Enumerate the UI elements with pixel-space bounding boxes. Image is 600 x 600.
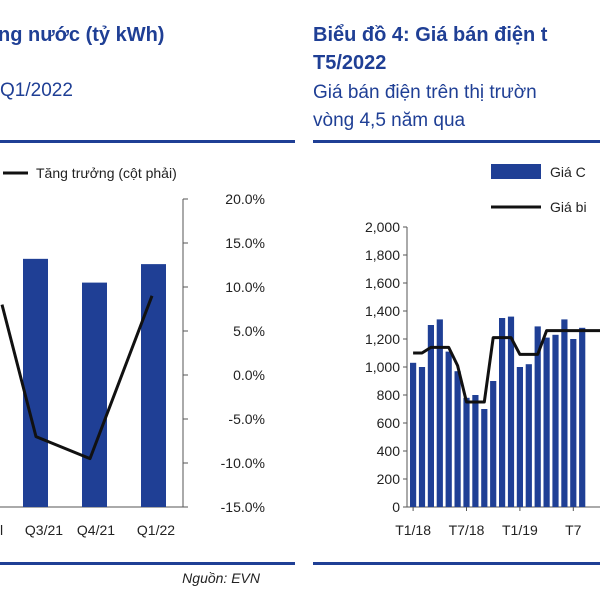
right-chart-subtitle-line2: vòng 4,5 năm qua <box>313 110 466 131</box>
y-tick-label: 1,400 <box>365 303 400 319</box>
bar <box>534 326 541 507</box>
right-chart-title-line2: T5/2022 <box>313 52 387 74</box>
left-chart-title: ng nước (tỷ kWh) <box>0 24 165 46</box>
bar <box>543 337 550 507</box>
x-tick-label: Q4/21 <box>77 522 115 538</box>
left-top-rule <box>0 140 295 143</box>
bar <box>141 264 166 507</box>
y-tick-label: 0 <box>392 499 400 515</box>
bar <box>516 367 523 507</box>
right-y-tick-label: 20.0% <box>225 191 265 207</box>
bar <box>490 381 497 507</box>
right-price-chart: Giá C Giá bi 2,000 1,800 1,600 1,400 1,200 1,00… <box>365 164 600 538</box>
legend-bar-swatch <box>491 164 541 179</box>
bar <box>499 318 506 507</box>
x-tick-label-partial: l <box>0 522 3 538</box>
legend-label: Giá bi <box>550 199 587 215</box>
right-y-tick-label: -10.0% <box>221 455 265 471</box>
legend-label: Giá C <box>550 164 586 180</box>
bar <box>507 316 515 507</box>
y-tick-label: 1,600 <box>365 275 400 291</box>
bar <box>463 397 470 507</box>
bar <box>23 258 48 507</box>
bar <box>410 362 417 507</box>
source-note: Nguồn: EVN <box>182 570 260 586</box>
y-tick-label: 1,200 <box>365 331 400 347</box>
bar <box>472 395 479 507</box>
bar <box>445 351 452 507</box>
right-y-tick-label: -5.0% <box>228 411 265 427</box>
y-tick-label: 400 <box>377 443 401 459</box>
growth-line <box>0 295 154 461</box>
y-tick-label: 2,000 <box>365 219 400 235</box>
bar <box>418 367 426 507</box>
bar <box>525 364 532 507</box>
right-top-rule <box>313 140 600 143</box>
left-bottom-rule <box>0 562 295 565</box>
x-tick-label: T1/18 <box>395 522 431 538</box>
left-growth-chart: Tăng trưởng (cột phải) 20.0% 15.0% 10.0% 5.0… <box>0 165 265 538</box>
bar <box>427 325 434 507</box>
right-y-tick-label: -15.0% <box>221 499 265 515</box>
right-chart-subtitle-line1: Giá bán điện trên thị trườn <box>313 82 537 103</box>
right-y-tick-label: 15.0% <box>225 235 265 251</box>
bar <box>82 282 107 507</box>
bar <box>561 319 568 507</box>
y-tick-label: 800 <box>377 387 401 403</box>
bar <box>552 334 559 507</box>
right-y-tick-label: 5.0% <box>233 323 265 339</box>
x-tick-label: T1/19 <box>502 522 538 538</box>
bar <box>481 409 488 507</box>
left-chart-subtitle: Q1/2022 <box>0 80 73 101</box>
x-tick-label: Q1/22 <box>137 522 175 538</box>
right-y-tick-label: 0.0% <box>233 367 265 383</box>
bar <box>436 319 443 507</box>
right-bottom-rule <box>313 562 600 565</box>
right-chart-title-line1: Biểu đồ 4: Giá bán điện t <box>313 24 548 46</box>
bar <box>454 371 461 507</box>
bar <box>579 327 586 507</box>
y-tick-label: 1,800 <box>365 247 400 263</box>
x-tick-label: Q3/21 <box>25 522 63 538</box>
bar <box>570 339 577 507</box>
price-line <box>413 329 600 404</box>
y-tick-label: 1,000 <box>365 359 400 375</box>
legend-label: Tăng trưởng (cột phải) <box>36 165 177 181</box>
y-tick-label: 600 <box>377 415 401 431</box>
x-tick-label: T7/18 <box>449 522 485 538</box>
y-tick-label: 200 <box>377 471 401 487</box>
x-tick-label: T7 <box>565 522 582 538</box>
right-y-tick-label: 10.0% <box>225 279 265 295</box>
